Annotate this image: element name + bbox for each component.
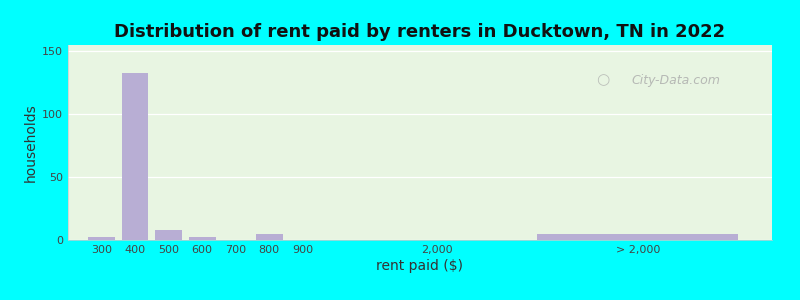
Title: Distribution of rent paid by renters in Ducktown, TN in 2022: Distribution of rent paid by renters in … (114, 23, 726, 41)
Text: City-Data.com: City-Data.com (631, 74, 720, 87)
X-axis label: rent paid ($): rent paid ($) (377, 259, 463, 273)
Text: ○: ○ (597, 73, 610, 88)
Bar (189, 238, 215, 240)
Bar (256, 234, 282, 240)
Bar (538, 234, 738, 240)
Y-axis label: households: households (24, 103, 38, 182)
Bar (155, 230, 182, 240)
Bar (122, 73, 149, 240)
Bar (88, 238, 115, 240)
